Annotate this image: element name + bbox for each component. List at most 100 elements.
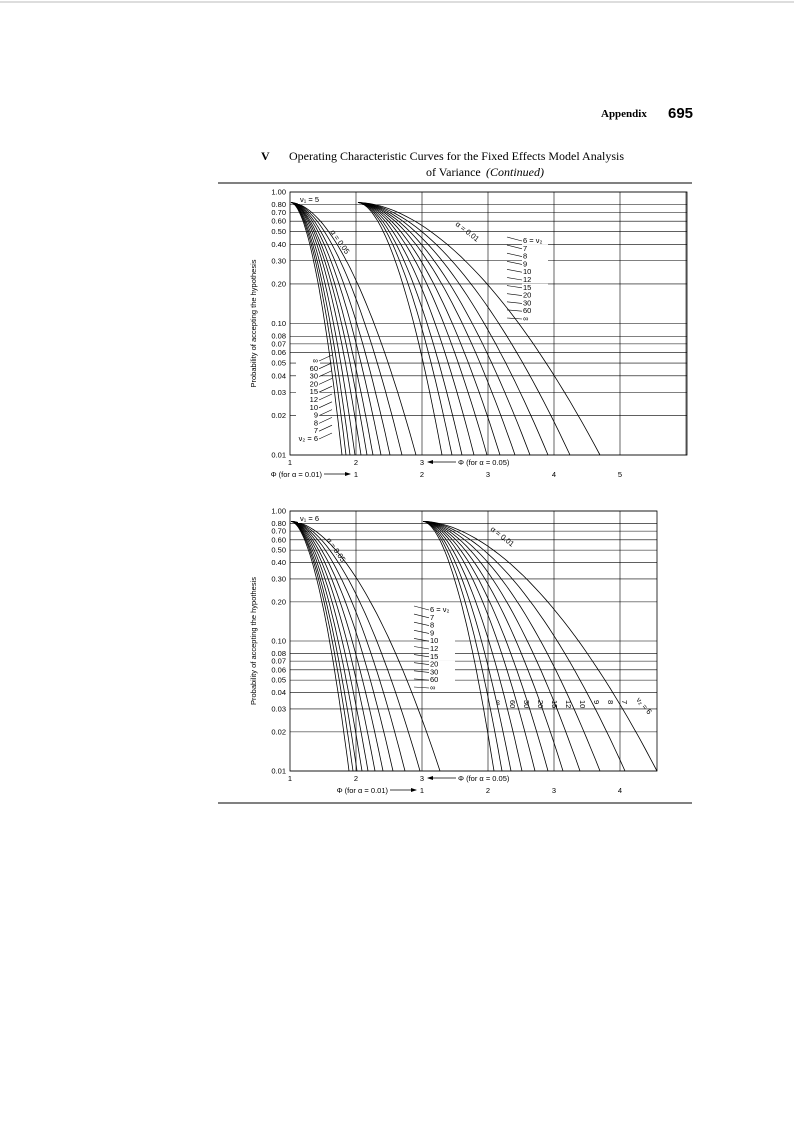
label-bg <box>296 380 320 388</box>
oc-curve <box>290 202 368 456</box>
oc-curve <box>357 202 443 456</box>
y-tick-label: 0.60 <box>271 217 286 226</box>
nu1-label: ν₁ = 5 <box>300 195 319 204</box>
x-tick-label: 4 <box>552 470 556 479</box>
nu2-label: 60 <box>310 364 318 373</box>
nu2-label: 9 <box>523 259 527 268</box>
y-tick-label: 0.08 <box>271 649 286 658</box>
leader <box>318 385 333 393</box>
oc-curve <box>290 521 369 772</box>
x-axis-label: Φ (for α = 0.01) <box>271 470 323 479</box>
section: Appendix <box>601 108 647 120</box>
x-tick-label: 1 <box>354 470 358 479</box>
oc-curve <box>357 202 571 456</box>
y-tick-label: 0.10 <box>271 637 286 646</box>
oc-curve <box>357 202 601 456</box>
oc-curve <box>422 521 523 772</box>
leader <box>506 317 523 320</box>
y-tick-label: 0.60 <box>271 535 286 544</box>
nu2-label: 8 <box>430 621 434 630</box>
label-box <box>298 512 332 523</box>
x-tick-label: 2 <box>354 458 358 467</box>
label-bg <box>522 283 548 292</box>
y-tick-label: 0.06 <box>271 665 286 674</box>
nu2-label: 7 <box>430 613 434 622</box>
leader <box>318 378 333 385</box>
leader <box>318 424 333 432</box>
x-tick-label: 3 <box>486 470 490 479</box>
y-tick-label: 0.07 <box>271 339 286 348</box>
x-axis-label: Φ (for α = 0.01) <box>337 786 389 795</box>
oc-curve <box>290 521 441 772</box>
label-bg <box>429 668 455 676</box>
nu2-label: 9 <box>592 700 601 704</box>
label-bg <box>522 237 548 245</box>
title-line2: of Variance <box>426 165 481 179</box>
y-axis-title: Probability of accepting the hypothesis <box>249 577 258 705</box>
nu2-label: 7 <box>523 244 527 253</box>
leader <box>506 252 523 257</box>
label-bg <box>296 357 320 365</box>
oc-curve <box>357 202 488 456</box>
oc-curve <box>357 202 453 456</box>
nu2-label: 20 <box>523 291 531 300</box>
nu2-label: 20 <box>310 379 318 388</box>
nu2-label: 6 = ν₂ <box>523 236 542 245</box>
label-bg <box>429 660 455 669</box>
oc-curve <box>290 202 382 456</box>
leader <box>506 293 523 296</box>
oc-curve <box>290 202 417 456</box>
nu2-label: 20 <box>430 660 438 669</box>
oc-curve <box>290 202 391 456</box>
title-line1: Operating Characteristic Curves for the … <box>289 149 624 163</box>
oc-curve <box>357 202 475 456</box>
nu2-label: 7 <box>620 700 629 704</box>
nu2-label: 30 <box>430 667 438 676</box>
nu2-label: 12 <box>430 644 438 653</box>
label-bg <box>429 629 455 637</box>
label-bg <box>522 291 548 300</box>
label-bg <box>296 396 320 404</box>
y-tick-label: 1.00 <box>271 507 286 516</box>
leader <box>413 638 430 642</box>
nu2-label: 30 <box>523 298 531 307</box>
y-tick-label: 0.20 <box>271 597 286 606</box>
nu2-label: ν₂ = 6 <box>299 434 318 443</box>
y-axis-title: Probability of accepting the hypothesis <box>249 259 258 387</box>
y-tick-label: 0.30 <box>271 574 286 583</box>
y-tick-label: 0.01 <box>271 451 286 460</box>
nu2-label: 12 <box>523 275 531 284</box>
y-tick-label: 0.40 <box>271 558 286 567</box>
leader <box>506 261 523 265</box>
label-bg <box>296 364 320 373</box>
y-tick-label: 0.05 <box>271 359 286 368</box>
oc-curve <box>422 521 512 772</box>
oc-curve <box>422 521 536 772</box>
nu2-label: 15 <box>310 387 318 396</box>
nu2-label: 6 = ν₂ <box>430 605 449 614</box>
nu2-label: 10 <box>578 700 587 708</box>
oc-curve <box>290 202 343 456</box>
nu2-label: ∞ <box>313 356 318 365</box>
oc-curve <box>422 521 495 772</box>
y-tick-label: 0.01 <box>271 767 286 776</box>
oc-curve <box>290 521 350 772</box>
arrow-head <box>427 460 433 464</box>
x-tick-label: 2 <box>486 786 490 795</box>
leader <box>413 670 430 673</box>
y-tick-label: 0.02 <box>271 727 286 736</box>
nu2-label: 15 <box>550 700 559 708</box>
leader <box>413 678 430 681</box>
leader <box>413 662 430 665</box>
nu2-label: ∞ <box>523 314 528 323</box>
leader <box>506 301 523 304</box>
y-tick-label: 0.40 <box>271 240 286 249</box>
y-tick-label: 0.06 <box>271 348 286 357</box>
nu2-label: ν₂ = 6 <box>634 696 653 717</box>
nu2-label: 10 <box>310 403 318 412</box>
label-bg <box>429 606 455 614</box>
leader <box>506 309 523 312</box>
x-tick-label: 3 <box>420 774 424 783</box>
label-bg <box>429 652 455 661</box>
oc-curve <box>290 521 354 772</box>
